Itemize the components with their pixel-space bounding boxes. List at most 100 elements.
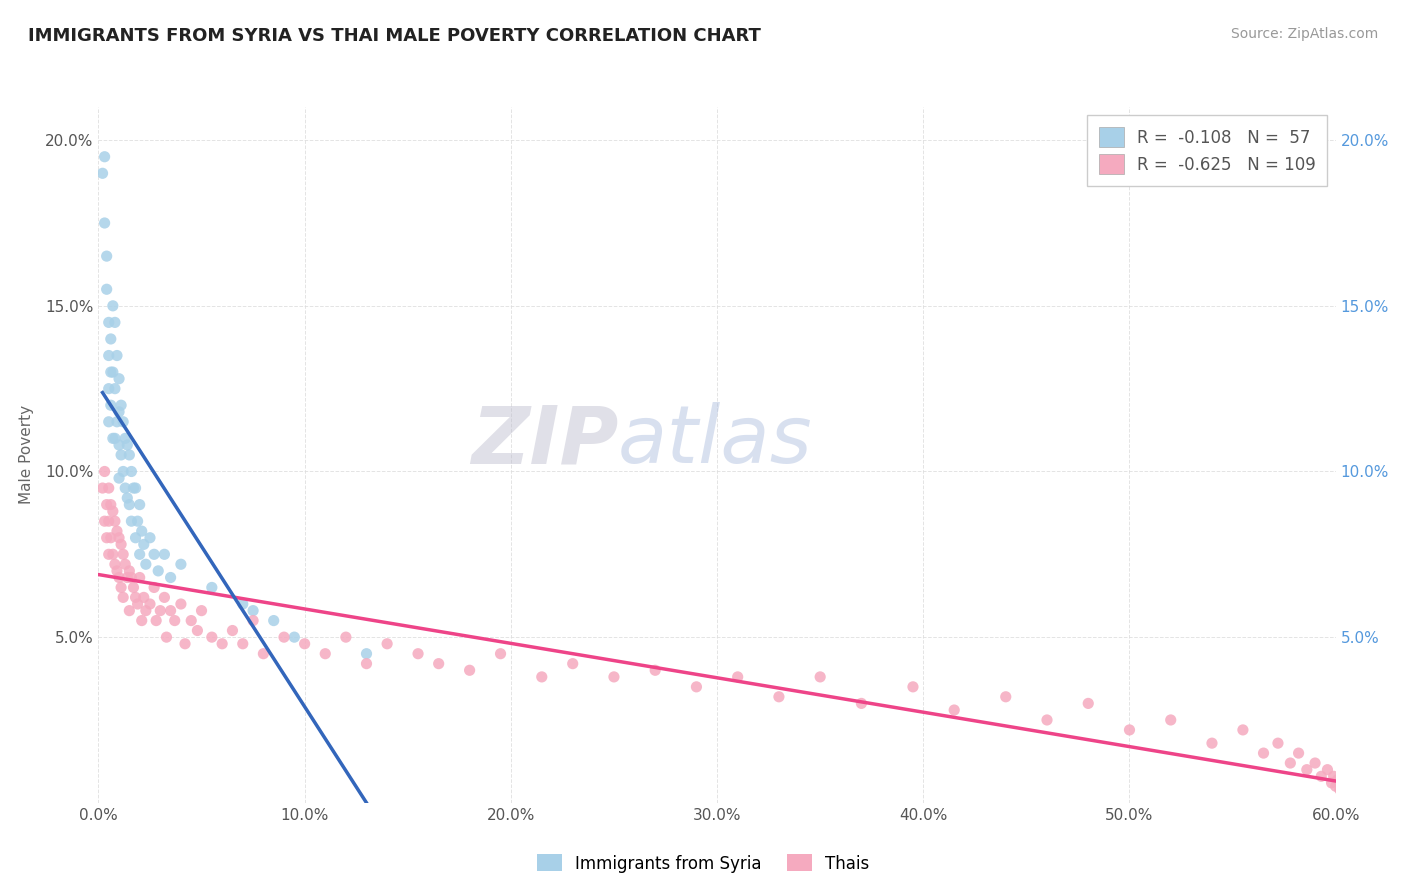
Point <box>190 604 212 618</box>
Point <box>110 448 132 462</box>
Point <box>93 514 115 528</box>
Point <box>1303 756 1326 770</box>
Point <box>356 647 378 661</box>
Point <box>108 372 131 386</box>
Point <box>1343 782 1365 797</box>
Point <box>1316 763 1339 777</box>
Text: IMMIGRANTS FROM SYRIA VS THAI MALE POVERTY CORRELATION CHART: IMMIGRANTS FROM SYRIA VS THAI MALE POVER… <box>28 27 761 45</box>
Point <box>96 249 118 263</box>
Point <box>104 431 127 445</box>
Point <box>644 663 666 677</box>
Point <box>1355 789 1378 804</box>
Point <box>101 431 124 445</box>
Point <box>530 670 553 684</box>
Point <box>1253 746 1275 760</box>
Point <box>252 647 274 661</box>
Point <box>105 415 128 429</box>
Point <box>120 465 142 479</box>
Point <box>1295 763 1317 777</box>
Text: Source: ZipAtlas.com: Source: ZipAtlas.com <box>1230 27 1378 41</box>
Point <box>1357 789 1379 804</box>
Point <box>180 614 202 628</box>
Point <box>118 604 141 618</box>
Point <box>117 491 139 505</box>
Point <box>1346 789 1368 804</box>
Point <box>100 365 122 379</box>
Point <box>118 498 141 512</box>
Point <box>1326 772 1348 787</box>
Text: atlas: atlas <box>619 402 813 480</box>
Point <box>100 332 122 346</box>
Point <box>104 558 127 572</box>
Point <box>97 315 120 329</box>
Point <box>128 570 150 584</box>
Point <box>143 581 166 595</box>
Point <box>97 382 120 396</box>
Point <box>148 564 170 578</box>
Point <box>105 349 128 363</box>
Point <box>170 558 193 572</box>
Point <box>170 597 193 611</box>
Point <box>120 514 142 528</box>
Point <box>114 431 136 445</box>
Point <box>153 591 176 605</box>
Point <box>124 531 146 545</box>
Point <box>91 481 114 495</box>
Point <box>283 630 305 644</box>
Point <box>174 637 197 651</box>
Point <box>489 647 512 661</box>
Point <box>294 637 316 651</box>
Text: ZIP: ZIP <box>471 402 619 480</box>
Point <box>110 398 132 412</box>
Point <box>105 564 128 578</box>
Point <box>1288 746 1310 760</box>
Point <box>1320 776 1343 790</box>
Point <box>112 591 135 605</box>
Point <box>943 703 966 717</box>
Point <box>1201 736 1223 750</box>
Point <box>1329 782 1351 797</box>
Y-axis label: Male Poverty: Male Poverty <box>20 405 34 505</box>
Point <box>139 597 162 611</box>
Point <box>211 637 233 651</box>
Point <box>994 690 1017 704</box>
Point <box>93 150 115 164</box>
Point <box>114 481 136 495</box>
Point <box>122 581 145 595</box>
Point <box>108 405 131 419</box>
Point <box>232 637 254 651</box>
Point <box>110 537 132 551</box>
Point <box>131 614 153 628</box>
Point <box>242 604 264 618</box>
Point <box>97 547 120 561</box>
Point <box>101 504 124 518</box>
Point <box>155 630 177 644</box>
Point <box>128 498 150 512</box>
Point <box>335 630 357 644</box>
Point <box>163 614 186 628</box>
Point <box>1160 713 1182 727</box>
Point <box>232 597 254 611</box>
Point <box>104 315 127 329</box>
Point <box>201 630 224 644</box>
Point <box>131 524 153 538</box>
Point <box>1279 756 1302 770</box>
Point <box>1310 769 1333 783</box>
Point <box>96 498 118 512</box>
Point <box>112 465 135 479</box>
Point <box>159 604 181 618</box>
Point <box>120 570 142 584</box>
Point <box>91 166 114 180</box>
Point <box>145 614 167 628</box>
Point <box>132 591 155 605</box>
Point <box>356 657 378 671</box>
Point <box>101 365 124 379</box>
Point <box>375 637 398 651</box>
Point <box>727 670 749 684</box>
Point <box>1347 786 1369 800</box>
Point <box>122 481 145 495</box>
Point <box>97 481 120 495</box>
Point <box>108 471 131 485</box>
Point <box>808 670 831 684</box>
Point <box>135 604 157 618</box>
